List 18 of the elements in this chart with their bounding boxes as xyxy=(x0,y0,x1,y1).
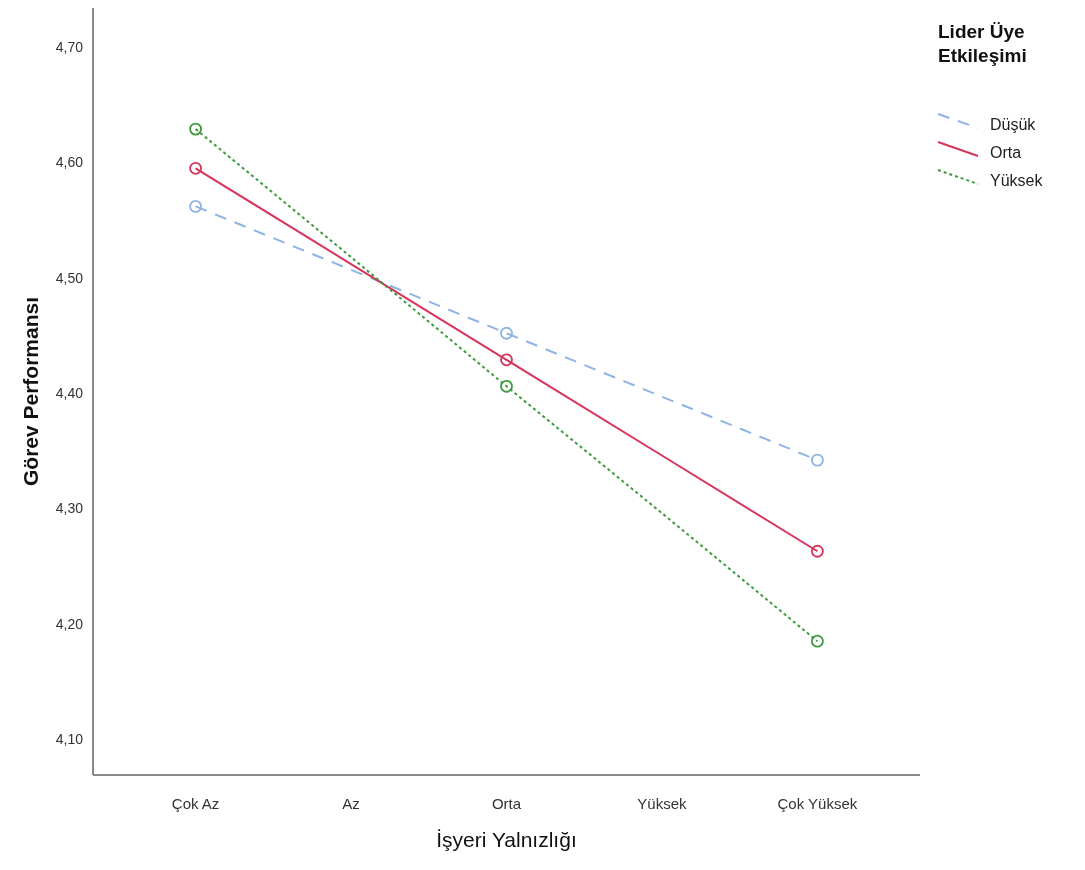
legend-label: Düşük xyxy=(990,116,1037,134)
legend-label: Yüksek xyxy=(990,172,1044,190)
y-tick-label: 4,30 xyxy=(55,500,84,517)
y-tick-label: 4,70 xyxy=(55,39,84,56)
x-axis-title: İşyeri Yalnızlığı xyxy=(436,828,577,851)
legend-label: Orta xyxy=(990,144,1022,162)
x-tick-label: Yüksek xyxy=(637,795,688,812)
y-tick-label: 4,20 xyxy=(55,615,84,632)
legend-title: Lider Üye Etkileşimi xyxy=(938,21,1027,66)
y-axis-title: Görev Performansı xyxy=(19,296,42,487)
y-tick-label: 4,60 xyxy=(55,154,84,171)
y-tick-label: 4,10 xyxy=(55,731,84,748)
y-tick-label: 4,40 xyxy=(55,385,84,402)
x-tick-label: Orta xyxy=(491,795,522,812)
x-tick-label: Az xyxy=(342,795,360,812)
x-tick-label: Çok Yüksek xyxy=(777,795,858,812)
y-tick-label: 4,50 xyxy=(55,269,84,286)
x-tick-label: Çok Az xyxy=(171,795,220,812)
